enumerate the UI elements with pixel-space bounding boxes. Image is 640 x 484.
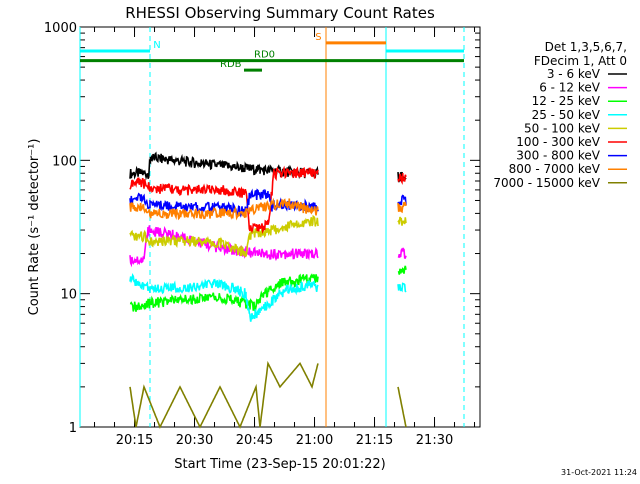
series-line: [129, 273, 319, 322]
series-line: [129, 214, 319, 258]
x-tick-label: 21:30: [416, 433, 453, 448]
chart-title: RHESSI Observing Summary Count Rates: [125, 4, 435, 22]
y-tick-label: 1: [69, 421, 77, 436]
timestamp: 31-Oct-2021 11:24: [561, 468, 637, 477]
legend-entry-label: 800 - 7000 keV: [509, 162, 601, 176]
x-axis-label: Start Time (23-Sep-15 20:01:22): [174, 457, 385, 472]
series-line: [129, 165, 319, 235]
legend-entry-label: 50 - 100 keV: [524, 121, 601, 135]
series-line: [129, 273, 319, 315]
series-line: [397, 172, 407, 185]
plot-layer: 1 10 100 1000 20:15 20:30 20:45 21:00 21:15 21:30…: [44, 21, 627, 448]
x-tick-label: 20:30: [176, 433, 213, 448]
legend-entry-label: 6 - 12 keV: [539, 81, 601, 95]
x-tick-label: 21:00: [296, 433, 333, 448]
series-line: [129, 360, 319, 429]
x-tick-label: 21:15: [356, 433, 393, 448]
x-tick-label: 20:45: [236, 433, 273, 448]
legend-header-line-1: Det 1,3,5,6,7,: [545, 40, 627, 54]
y-axis-label: Count Rate (s⁻¹ detector⁻¹): [27, 139, 42, 316]
legend-header-line-2: FDecim 1, Att 0: [534, 54, 627, 68]
flag-label: S: [315, 32, 321, 43]
y-tick-label: 10: [60, 288, 77, 303]
series-line: [397, 282, 407, 293]
y-tick-label: 100: [52, 154, 77, 169]
legend-entry-label: 300 - 800 keV: [516, 149, 600, 163]
legend-entry-label: 7000 - 15000 keV: [493, 176, 600, 190]
y-tick-label: 1000: [44, 21, 77, 36]
series-line: [397, 265, 407, 275]
x-tick-label: 20:15: [116, 433, 153, 448]
legend-entry-label: 12 - 25 keV: [532, 94, 601, 108]
legend-entry-label: 100 - 300 keV: [516, 135, 600, 149]
series-line: [397, 386, 407, 428]
series-line: [129, 197, 319, 221]
flag-label: RDB: [220, 59, 242, 70]
legend-entry-label: 25 - 50 keV: [532, 108, 601, 122]
legend-entry-label: 3 - 6 keV: [547, 67, 601, 81]
series-line: [397, 201, 407, 214]
flag-label: RD0: [254, 50, 275, 61]
flag-label: N: [153, 40, 160, 51]
series-line: [397, 216, 407, 226]
series-line: [397, 247, 407, 259]
